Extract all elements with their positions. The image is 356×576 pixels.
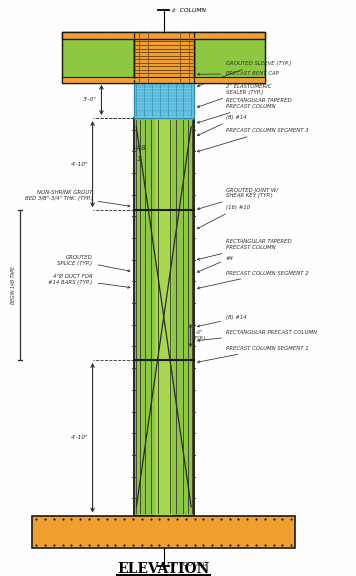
Text: GROUTED JOINT W/
SHEAR KEY (TYP.): GROUTED JOINT W/ SHEAR KEY (TYP.) [198,188,278,210]
Bar [62,32,134,83]
Text: 2" ELASTOMERIC
SEALER (TYP.): 2" ELASTOMERIC SEALER (TYP.) [198,84,272,107]
Text: BEGIN 14B TAPE: BEGIN 14B TAPE [11,266,16,304]
Text: #4: #4 [197,256,234,272]
Text: PRECAST COLUMN SEGMENT 2: PRECAST COLUMN SEGMENT 2 [198,271,309,289]
Text: PRECAST BENT CAP: PRECAST BENT CAP [198,71,279,76]
Bar [194,32,265,83]
Text: (8) #14: (8) #14 [198,316,247,327]
Text: 2'-6"
(TYP.): 2'-6" (TYP.) [192,330,205,341]
Text: PRECAST COLUMN SEGMENT 1: PRECAST COLUMN SEGMENT 1 [198,346,309,363]
Bar [134,32,194,83]
Text: RECTANGULAR PRECAST COLUMN: RECTANGULAR PRECAST COLUMN [198,330,317,342]
Text: GROUTED
SPLICE (TYP.): GROUTED SPLICE (TYP.) [57,255,130,272]
Bar [156,118,172,516]
Text: 4'-10": 4'-10" [70,435,88,440]
Bar [62,32,134,83]
Bar [194,32,265,83]
Bar [134,32,194,83]
Text: 4:8: 4:8 [135,145,147,151]
Text: (8) #14: (8) #14 [197,115,247,135]
Text: ¢  COLUMN: ¢ COLUMN [172,8,206,13]
Text: GROUTED SLEEVE (TYP.): GROUTED SLEEVE (TYP.) [198,61,292,86]
Bar [32,516,295,548]
Bar [62,77,265,83]
Bar [134,82,194,118]
Text: 4'-10": 4'-10" [70,162,88,166]
Bar [134,118,194,516]
Text: 3'-0": 3'-0" [83,97,97,103]
Text: ¢  FOOTING: ¢ FOOTING [172,562,207,567]
Text: NON-SHRINK GROUT
BED 3/8"-3/4" THK. (TYP.): NON-SHRINK GROUT BED 3/8"-3/4" THK. (TYP… [25,190,130,207]
Text: RECTANGULAR TAPERED
PRECAST COLUMN: RECTANGULAR TAPERED PRECAST COLUMN [198,240,292,260]
Text: (16) #10: (16) #10 [197,205,250,229]
Text: 4"Ø DUCT FOR
#14 BARS (TYP.): 4"Ø DUCT FOR #14 BARS (TYP.) [48,274,130,288]
Bar [62,32,265,39]
Text: RECTANGULAR TAPERED
PRECAST COLUMN: RECTANGULAR TAPERED PRECAST COLUMN [198,98,292,123]
Text: ELEVATION: ELEVATION [117,562,210,576]
Text: 1: 1 [137,156,142,162]
Text: PRECAST COLUMN SEGMENT 3: PRECAST COLUMN SEGMENT 3 [198,128,309,152]
